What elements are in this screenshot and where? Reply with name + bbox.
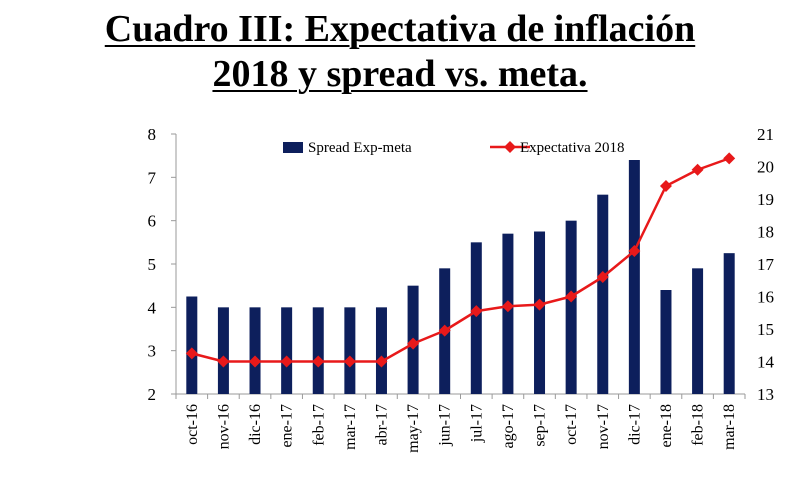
bar — [502, 233, 514, 394]
bar — [470, 242, 482, 394]
line-point — [470, 305, 483, 318]
x-tick-label: dic-16 — [247, 404, 264, 445]
line-point — [628, 245, 641, 257]
y-right-tick-label: 16 — [757, 288, 774, 307]
line-point — [723, 152, 736, 165]
x-tick-label: jul-17 — [468, 404, 485, 443]
x-tick-label: nov-16 — [215, 404, 232, 449]
line-point — [249, 355, 262, 368]
line-series — [185, 152, 736, 368]
x-tick-label: feb-18 — [690, 404, 707, 446]
bar — [692, 268, 704, 394]
line-point — [596, 271, 609, 283]
line-point — [407, 337, 420, 350]
y-left-tick-label: 5 — [148, 255, 157, 274]
x-tick-label: oct-16 — [184, 404, 201, 445]
bar — [344, 307, 356, 394]
bar — [597, 194, 609, 394]
line-point — [343, 355, 356, 368]
legend-label-line: Expectativa 2018 — [520, 140, 625, 156]
x-tick-label: nov-17 — [595, 404, 612, 449]
x-tick-label: may-17 — [405, 404, 422, 453]
y-right-tick-label: 17 — [757, 255, 775, 274]
line-point — [280, 355, 293, 368]
y-left-tick-label: 6 — [148, 212, 157, 231]
legend-marker-line — [504, 141, 516, 153]
x-tick-label: ene-18 — [658, 404, 675, 448]
x-tick-label: dic-17 — [626, 404, 643, 445]
y-right-tick-label: 20 — [757, 158, 774, 177]
line-point — [501, 300, 514, 313]
y-left-tick-label: 3 — [148, 342, 157, 361]
bar — [534, 231, 546, 394]
bar-series — [186, 160, 735, 394]
y-left-tick-label: 7 — [148, 168, 157, 187]
line-point — [691, 163, 704, 176]
bar — [312, 307, 324, 394]
bar — [628, 160, 640, 394]
bar — [660, 290, 672, 394]
y-left-tick-label: 2 — [148, 385, 157, 404]
line-point — [565, 290, 578, 303]
y-right-tick-label: 15 — [757, 320, 774, 339]
line-point — [217, 355, 230, 368]
legend-label-bar: Spread Exp-meta — [308, 140, 412, 156]
x-tick-label: oct-17 — [563, 404, 580, 445]
legend-swatch-bar — [283, 142, 303, 153]
x-tick-label: ene-17 — [279, 404, 296, 448]
bar — [375, 307, 387, 394]
line-point — [533, 298, 546, 311]
y-right-tick-label: 13 — [757, 385, 774, 404]
line-point — [185, 347, 198, 360]
x-tick-label: abr-17 — [373, 404, 390, 445]
y-right-tick-label: 19 — [757, 190, 774, 209]
bar — [565, 220, 577, 394]
chart-title-line2: 2018 y spread vs. meta. — [212, 53, 588, 95]
chart-title-line1: Cuadro III: Expectativa de inflación — [104, 8, 696, 50]
x-tick-label: mar-17 — [342, 404, 359, 450]
bar — [186, 296, 198, 394]
y-left-tick-label: 8 — [148, 125, 157, 144]
line-path — [191, 157, 730, 363]
bar — [217, 307, 229, 394]
x-tick-label: sep-17 — [532, 404, 549, 447]
bar — [281, 307, 293, 394]
legend: Spread Exp-meta Expectativa 2018 — [283, 140, 625, 156]
x-tick-label: feb-17 — [310, 404, 327, 446]
y-right-tick-label: 18 — [757, 223, 774, 242]
axes: 2 3 4 5 6 7 8 13 14 15 16 17 18 19 20 21 oct-16 nov-16 dic… — [148, 125, 775, 453]
y-right-tick-label: 14 — [757, 353, 775, 372]
line-point — [375, 355, 388, 368]
bar — [723, 253, 735, 394]
line-point — [312, 355, 325, 368]
y-right-tick-label: 21 — [757, 125, 774, 144]
line-point — [438, 324, 451, 337]
x-tick-label: jun-17 — [437, 404, 454, 447]
y-left-tick-label: 4 — [148, 298, 157, 317]
bar — [249, 307, 261, 394]
x-tick-label: mar-18 — [721, 404, 738, 450]
x-tick-label: ago-17 — [500, 404, 517, 448]
line-point — [659, 180, 672, 192]
